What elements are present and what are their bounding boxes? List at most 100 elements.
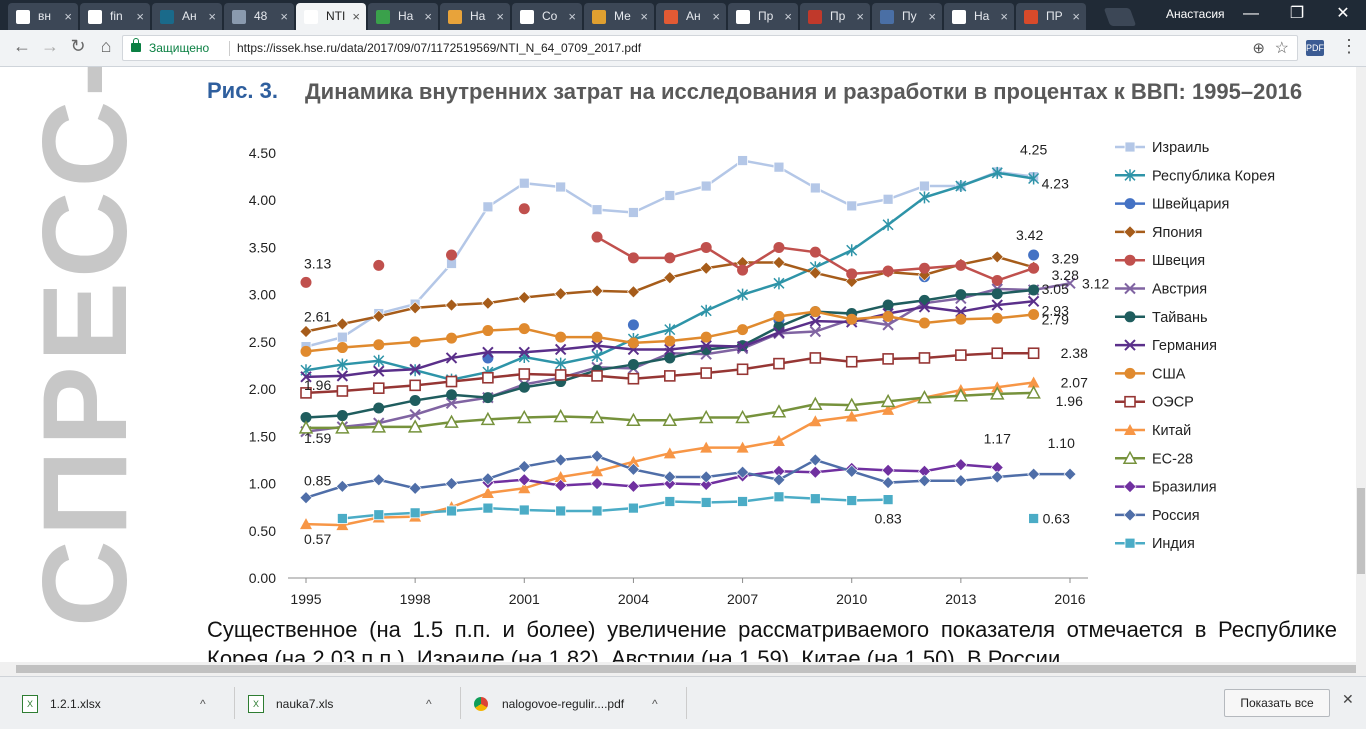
tab-label: На [398,9,414,23]
browser-menu-button[interactable]: ⋮ [1340,36,1358,56]
data-point [627,252,639,264]
data-label: 0.85 [304,473,331,489]
tab-close-icon[interactable]: × [568,9,576,24]
tab-close-icon[interactable]: × [424,9,432,24]
data-point [664,370,676,382]
tab-close-icon[interactable]: × [136,9,144,24]
tab-2[interactable]: fin × [80,3,150,30]
tab-9[interactable]: Ме × [584,3,654,30]
tab-close-icon[interactable]: × [856,9,864,24]
extension-icon[interactable]: PDF [1306,40,1324,56]
y-tick-label: 1.00 [249,476,276,492]
data-point [880,393,896,408]
tab-close-icon[interactable]: × [712,9,720,24]
tab-5[interactable]: NTI × [296,3,366,30]
data-point [407,419,423,433]
vertical-scrollbar-thumb[interactable] [1357,488,1365,574]
home-button[interactable]: ⌂ [100,36,112,56]
legend-label: ЕС-28 [1152,451,1193,467]
tab-close-icon[interactable]: × [208,9,216,24]
download-separator [234,687,235,719]
data-point [482,502,494,514]
data-label: 3.13 [304,255,331,271]
tab-close-icon[interactable]: × [496,9,504,24]
tab-label: 48 [254,9,268,23]
data-point [482,201,494,213]
data-point [1028,262,1040,274]
data-point [444,414,459,428]
tab-3[interactable]: Ан × [152,3,222,30]
horizontal-scrollbar-thumb[interactable] [16,665,1356,673]
data-point [373,509,385,521]
tab-13[interactable]: Пу × [872,3,942,30]
back-button[interactable]: ← [13,36,31,56]
tab-14[interactable]: На × [944,3,1014,30]
tab-favicon-icon [808,10,822,24]
data-point [445,477,458,490]
tab-12[interactable]: Пр × [800,3,870,30]
data-label: 2.38 [1061,345,1088,361]
data-point [772,256,786,269]
data-point [773,491,785,503]
tab-11[interactable]: Пр × [728,3,798,30]
minimize-button[interactable]: — [1243,5,1259,22]
tab-10[interactable]: Ан × [656,3,726,30]
tab-7[interactable]: На × [440,3,510,30]
new-tab-button[interactable] [1103,8,1137,26]
tab-4[interactable]: 48 × [224,3,294,30]
data-point [699,261,713,275]
data-point [700,241,712,253]
download-menu-chevron-icon[interactable]: ^ [200,697,206,711]
profile-name[interactable]: Анастасия [1166,7,1225,21]
reload-button[interactable]: ↻ [70,36,86,56]
data-point [809,325,822,338]
url-text[interactable]: https://issek.hse.ru/data/2017/09/07/117… [237,41,642,55]
address-bar[interactable]: Защищено https://issek.hse.ru/data/2017/… [122,35,1298,61]
data-point [628,207,639,218]
tab-1[interactable]: вн × [8,3,78,30]
download-item[interactable]: X 1.2.1.xlsx ^ [22,690,222,718]
tab-close-icon[interactable]: × [1072,9,1080,24]
tab-6[interactable]: На × [368,3,438,30]
data-point [482,325,494,337]
show-all-downloads-button[interactable]: Показать все [1224,689,1330,717]
download-item[interactable]: nalogovoe-regulir....pdf ^ [474,690,674,718]
legend-marker [1124,254,1136,266]
bookmark-star-icon[interactable]: ☆ [1274,40,1289,57]
excel-icon: X [22,695,38,713]
data-point [409,507,421,519]
tab-close-icon[interactable]: × [928,9,936,24]
data-point [517,460,531,473]
download-menu-chevron-icon[interactable]: ^ [426,697,432,711]
data-point [628,502,639,514]
zoom-icon[interactable]: ⊕ [1252,40,1265,57]
tab-close-icon[interactable]: × [1000,9,1008,24]
close-window-button[interactable]: ✕ [1320,0,1366,30]
tab-close-icon[interactable]: × [280,9,288,24]
data-point [336,331,348,343]
data-point [335,420,350,434]
maximize-button[interactable]: ❐ [1289,5,1305,22]
data-label: 3.28 [1052,267,1079,283]
tab-favicon-icon [520,10,534,24]
vertical-scrollbar[interactable] [1356,67,1366,663]
data-point [1027,295,1040,307]
tab-favicon-icon [88,10,102,24]
tab-15[interactable]: ПР × [1016,3,1086,30]
tab-close-icon[interactable]: × [64,9,72,24]
data-point [808,453,822,467]
tab-close-icon[interactable]: × [352,9,360,24]
download-menu-chevron-icon[interactable]: ^ [652,697,658,711]
data-point [955,313,967,325]
data-point [700,304,712,317]
secure-label[interactable]: Защищено [149,41,210,55]
tab-close-icon[interactable]: × [640,9,648,24]
close-download-bar-icon[interactable]: ✕ [1342,691,1354,707]
tab-8[interactable]: Со × [512,3,582,30]
tab-close-icon[interactable]: × [784,9,792,24]
data-point [373,259,385,271]
data-point [1027,347,1040,360]
data-point [773,357,785,370]
forward-button[interactable]: → [41,36,59,56]
